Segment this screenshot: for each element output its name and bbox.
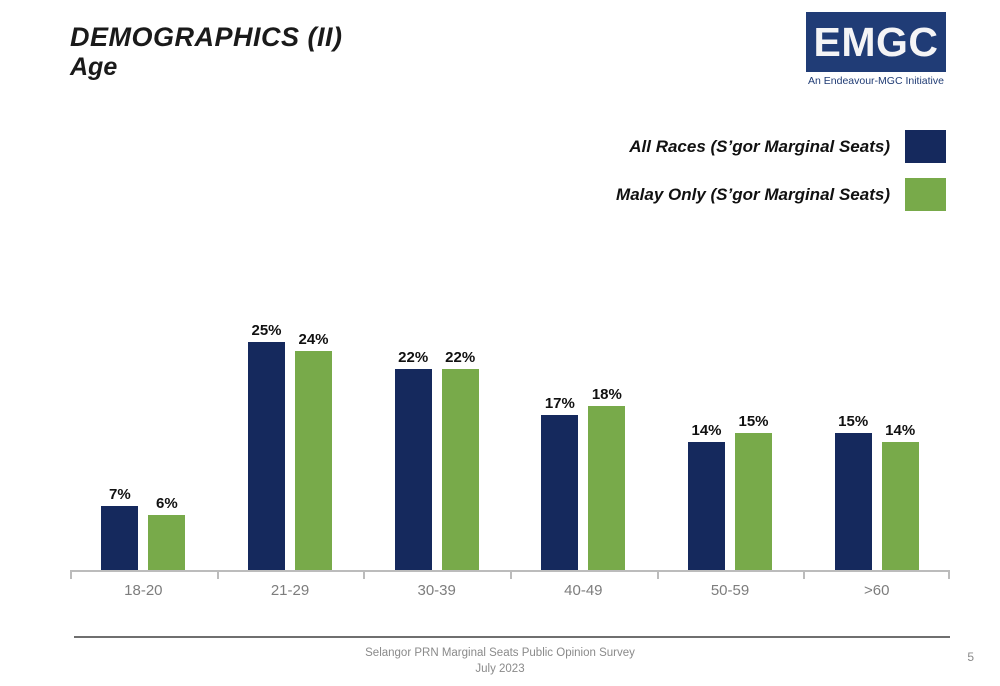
bar-group: 22% (441, 349, 479, 570)
axis-tick (510, 571, 512, 579)
bar-value-label: 15% (738, 413, 769, 430)
bar-all-50-59 (688, 442, 726, 570)
x-axis-label: 30-39 (417, 582, 456, 599)
bar-value-label: 24% (298, 331, 329, 348)
bar-group: 24% (295, 331, 332, 570)
bar-malay-21-29 (295, 351, 332, 570)
page-number: 5 (967, 650, 974, 664)
bar-value-label: 15% (838, 413, 869, 430)
bar-value-label: 14% (885, 422, 916, 439)
bar-all-21-29 (248, 342, 285, 570)
bar-malay->60 (881, 442, 919, 570)
x-axis-label: 50-59 (710, 582, 750, 599)
bar-value-label: 7% (108, 486, 131, 503)
axis-tick (948, 571, 950, 579)
bar-chart: 7% 6% 25% 24% 22% 22% 17% 18% 14% 15% 15% 14% 18-20… (70, 280, 950, 599)
category-group-18-20: 7% 6% (70, 280, 217, 570)
bar-value-label: 6% (155, 495, 178, 512)
bar-value-label: 22% (445, 349, 476, 366)
bar-malay-18-20 (148, 515, 186, 570)
legend-label: Malay Only (S’gor Marginal Seats) (616, 184, 890, 204)
x-axis-label: >60 (863, 582, 890, 599)
axis-tick (803, 571, 806, 579)
bar-group: 14% (881, 422, 919, 570)
axis-tick (363, 571, 366, 579)
bar-value-label: 14% (691, 422, 722, 439)
bar-all->60 (834, 433, 872, 570)
x-axis: 18-20 21-29 30-39 40-49 50-59 >60 (70, 572, 950, 599)
title-line-1: DEMOGRAPHICS (II) (70, 22, 343, 52)
axis-tick (70, 571, 72, 579)
axis-tick (656, 571, 659, 579)
category-group->60: 15% 14% (803, 280, 950, 570)
bar-group: 15% (735, 413, 773, 570)
footer-line-1: Selangor PRN Marginal Seats Public Opini… (365, 647, 635, 659)
bar-group: 14% (688, 422, 726, 570)
bar-all-18-20 (101, 506, 139, 570)
bar-group: 15% (834, 413, 872, 570)
axis-tick (216, 571, 219, 579)
legend-swatch-green (905, 178, 946, 211)
legend-item-all-races: All Races (S’gor Marginal Seats) (616, 130, 946, 163)
footer-line-2: July 2023 (475, 663, 525, 676)
page-title: DEMOGRAPHICS (II) Age (70, 22, 343, 82)
category-group-21-29: 25% 24% (217, 280, 364, 570)
emgc-logo: EMGC An Endeavour-MGC Initiative (806, 12, 946, 87)
footer-divider (74, 636, 950, 638)
category-group-40-49: 17% 18% (510, 280, 657, 570)
bar-value-label: 25% (251, 322, 282, 339)
bar-malay-50-59 (735, 433, 773, 570)
x-axis-label: 21-29 (270, 582, 310, 599)
bar-group: 18% (588, 386, 626, 570)
category-group-30-39: 22% 22% (363, 280, 510, 570)
bar-value-label: 22% (398, 349, 429, 366)
legend-item-malay-only: Malay Only (S’gor Marginal Seats) (616, 178, 946, 211)
plot-area: 7% 6% 25% 24% 22% 22% 17% 18% 14% 15% 15% 14% (70, 280, 950, 579)
bar-all-30-39 (394, 369, 432, 570)
bar-group: 6% (148, 495, 186, 570)
category-group-50-59: 14% 15% (657, 280, 804, 570)
bar-group: 22% (394, 349, 432, 570)
x-axis-label: 40-49 (564, 582, 603, 599)
bar-group: 7% (101, 486, 139, 570)
legend-label: All Races (S’gor Marginal Seats) (629, 136, 890, 156)
chart-legend: All Races (S’gor Marginal Seats) Malay O… (616, 130, 946, 226)
bar-malay-40-49 (588, 406, 626, 570)
footer: Selangor PRN Marginal Seats Public Opini… (0, 645, 1000, 677)
bar-all-40-49 (541, 415, 579, 570)
bar-value-label: 18% (591, 386, 622, 403)
bar-group: 17% (541, 395, 579, 570)
legend-swatch-navy (905, 130, 946, 163)
x-axis-label: 18-20 (124, 582, 163, 599)
emgc-logo-tagline: An Endeavour-MGC Initiative (808, 75, 944, 87)
bar-malay-30-39 (441, 369, 479, 570)
emgc-logo-box: EMGC (806, 12, 946, 72)
title-line-2: Age (70, 53, 118, 82)
bar-value-label: 17% (544, 395, 575, 412)
bar-group: 25% (248, 322, 285, 570)
